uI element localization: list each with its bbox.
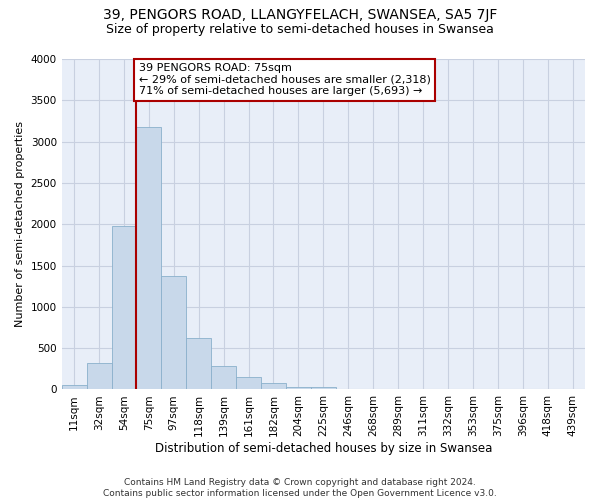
Bar — [236, 377, 261, 390]
Bar — [136, 127, 161, 390]
Text: 39, PENGORS ROAD, LLANGYFELACH, SWANSEA, SA5 7JF: 39, PENGORS ROAD, LLANGYFELACH, SWANSEA,… — [103, 8, 497, 22]
Bar — [286, 387, 311, 390]
Bar — [261, 384, 286, 390]
Text: 39 PENGORS ROAD: 75sqm
← 29% of semi-detached houses are smaller (2,318)
71% of : 39 PENGORS ROAD: 75sqm ← 29% of semi-det… — [139, 63, 431, 96]
Bar — [86, 363, 112, 390]
Text: Size of property relative to semi-detached houses in Swansea: Size of property relative to semi-detach… — [106, 22, 494, 36]
Bar — [311, 388, 336, 390]
Text: Contains HM Land Registry data © Crown copyright and database right 2024.
Contai: Contains HM Land Registry data © Crown c… — [103, 478, 497, 498]
X-axis label: Distribution of semi-detached houses by size in Swansea: Distribution of semi-detached houses by … — [155, 442, 492, 455]
Bar — [336, 388, 361, 390]
Bar — [186, 338, 211, 390]
Bar — [161, 276, 186, 390]
Y-axis label: Number of semi-detached properties: Number of semi-detached properties — [15, 121, 25, 327]
Bar — [62, 386, 86, 390]
Bar — [112, 226, 136, 390]
Bar — [211, 366, 236, 390]
